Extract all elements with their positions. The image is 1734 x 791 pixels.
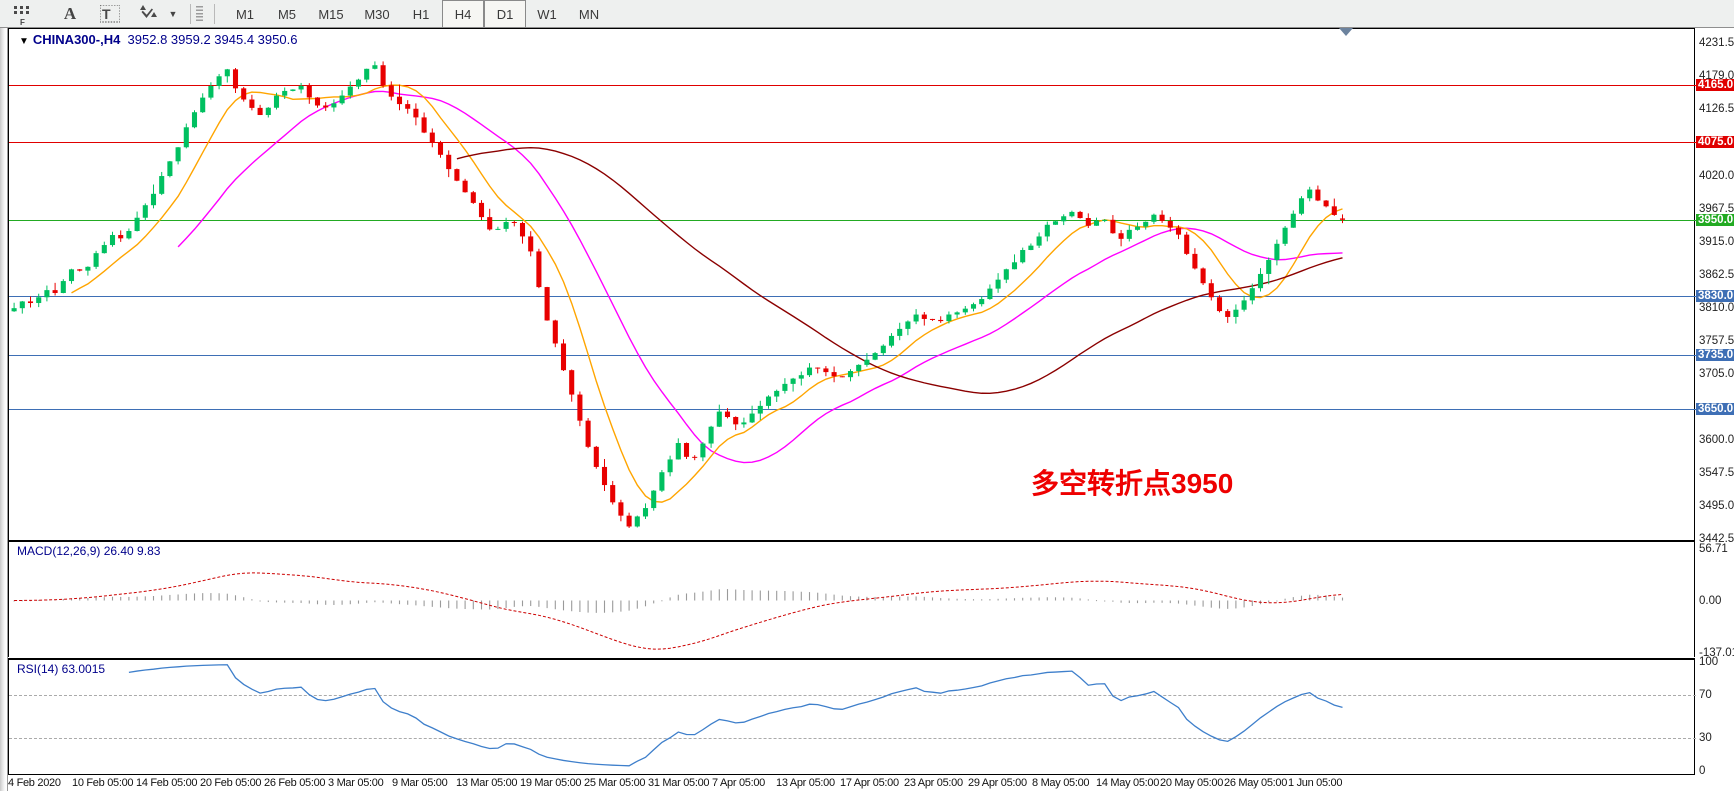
svg-text:T: T (102, 6, 111, 22)
